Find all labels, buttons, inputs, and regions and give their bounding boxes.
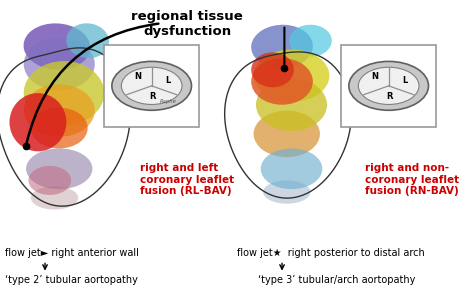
Text: L: L	[402, 76, 407, 85]
Ellipse shape	[261, 148, 322, 189]
Text: ‘type 3’ tubular/arch aortopathy: ‘type 3’ tubular/arch aortopathy	[258, 275, 416, 285]
Ellipse shape	[24, 61, 104, 125]
Ellipse shape	[256, 79, 327, 131]
FancyBboxPatch shape	[341, 45, 436, 127]
Ellipse shape	[251, 58, 313, 105]
Text: flow jet★  right posterior to distal arch: flow jet★ right posterior to distal arch	[237, 248, 425, 258]
Circle shape	[112, 61, 191, 110]
Ellipse shape	[251, 52, 294, 87]
Text: R: R	[149, 92, 155, 101]
Text: regional tissue
dysfunction: regional tissue dysfunction	[131, 10, 243, 38]
Ellipse shape	[24, 84, 95, 137]
Ellipse shape	[9, 93, 66, 151]
Circle shape	[358, 67, 419, 104]
Ellipse shape	[31, 108, 88, 148]
Ellipse shape	[254, 111, 320, 157]
Ellipse shape	[66, 23, 109, 58]
Text: Raphe: Raphe	[160, 99, 177, 104]
Text: N: N	[135, 72, 142, 81]
Ellipse shape	[28, 166, 71, 195]
Text: L: L	[165, 76, 170, 85]
Text: flow jet► right anterior wall: flow jet► right anterior wall	[5, 248, 138, 258]
Ellipse shape	[24, 23, 90, 70]
Ellipse shape	[26, 148, 92, 189]
Circle shape	[349, 61, 428, 110]
Ellipse shape	[289, 25, 332, 57]
Text: right and non-
coronary leaflet
fusion (RN-BAV): right and non- coronary leaflet fusion (…	[365, 163, 459, 196]
FancyBboxPatch shape	[104, 45, 199, 127]
Ellipse shape	[263, 180, 310, 204]
Ellipse shape	[31, 186, 78, 210]
Text: right and left
coronary leaflet
fusion (RL-BAV): right and left coronary leaflet fusion (…	[140, 163, 234, 196]
Ellipse shape	[251, 25, 313, 68]
Ellipse shape	[254, 49, 329, 102]
Text: ‘type 2’ tubular aortopathy: ‘type 2’ tubular aortopathy	[5, 275, 137, 285]
Ellipse shape	[24, 38, 95, 90]
Circle shape	[121, 67, 182, 104]
Text: N: N	[372, 72, 379, 81]
Text: R: R	[386, 92, 392, 101]
